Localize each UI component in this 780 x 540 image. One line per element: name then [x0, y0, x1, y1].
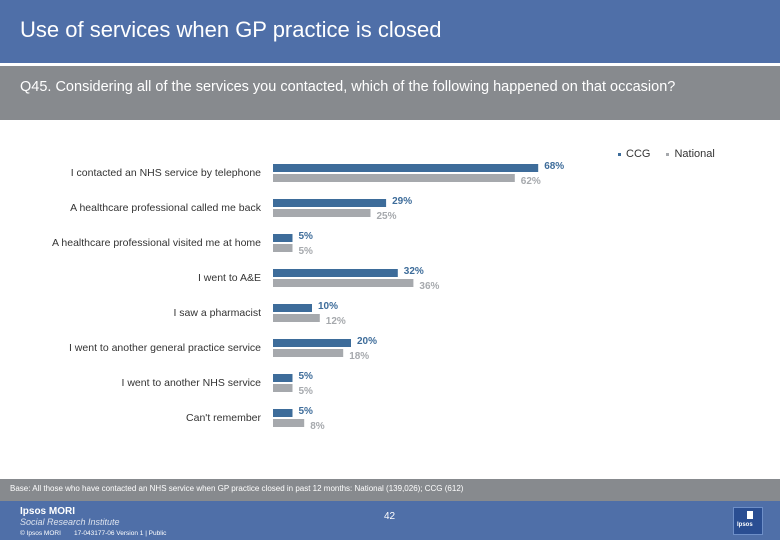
bar-chart: I contacted an NHS service by telephone 6… — [52, 161, 564, 432]
bar-ccg-3 — [273, 269, 398, 277]
data-label-national-5: 18% — [349, 351, 369, 362]
bar-ccg-1 — [273, 199, 387, 207]
ipsos-mori-logo-text: Ipsos MORI — [20, 506, 76, 517]
page-number: 42 — [384, 511, 396, 522]
data-label-national-1: 25% — [377, 211, 397, 222]
bar-national-2 — [273, 244, 293, 252]
legend-swatch-national — [666, 152, 670, 156]
legend-swatch-ccg — [618, 152, 621, 156]
data-label-national-3: 36% — [419, 281, 439, 292]
page-title: Use of services when GP practice is clos… — [20, 17, 442, 42]
data-label-ccg-0: 68% — [544, 161, 564, 172]
category-label: I went to A&E — [198, 272, 261, 284]
data-label-national-7: 8% — [310, 421, 325, 432]
category-label: I went to another NHS service — [122, 377, 262, 389]
data-label-ccg-5: 20% — [357, 336, 377, 347]
legend-item-national: National — [666, 148, 715, 160]
header-bar: Use of services when GP practice is clos… — [0, 0, 780, 63]
base-note-band: Base: All those who have contacted an NH… — [0, 479, 780, 501]
bar-national-5 — [273, 349, 344, 357]
bar-ccg-2 — [273, 234, 293, 242]
legend-item-ccg: CCG — [618, 148, 650, 160]
category-label: I saw a pharmacist — [173, 307, 261, 319]
base-note: Base: All those who have contacted an NH… — [10, 484, 464, 493]
question-band: Q45. Considering all of the services you… — [0, 66, 780, 120]
data-label-ccg-4: 10% — [318, 301, 338, 312]
bar-ccg-0 — [273, 164, 539, 172]
category-label: I went to another general practice servi… — [69, 342, 261, 354]
bar-ccg-6 — [273, 374, 293, 382]
bar-ccg-7 — [273, 409, 293, 417]
copyright-text: © Ipsos MORI — [20, 530, 61, 537]
category-label: Can't remember — [186, 412, 261, 424]
data-label-national-4: 12% — [326, 316, 346, 327]
category-label: I contacted an NHS service by telephone — [71, 167, 261, 179]
bar-national-0 — [273, 174, 515, 182]
bar-national-1 — [273, 209, 371, 217]
legend-label-ccg: CCG — [626, 148, 651, 160]
data-label-ccg-6: 5% — [299, 371, 314, 382]
chart-legend: CCG National — [618, 148, 715, 160]
bar-national-3 — [273, 279, 414, 287]
data-label-national-2: 5% — [299, 246, 314, 257]
data-label-ccg-3: 32% — [404, 266, 424, 277]
bar-ccg-4 — [273, 304, 312, 312]
bar-national-4 — [273, 314, 320, 322]
data-label-national-6: 5% — [299, 386, 314, 397]
bar-national-7 — [273, 419, 305, 427]
job-number-text: 17-043177-06 Version 1 | Public — [74, 530, 167, 537]
footer-bar: Ipsos MORI Social Research Institute © I… — [0, 501, 780, 540]
bar-national-6 — [273, 384, 293, 392]
data-label-ccg-2: 5% — [299, 231, 314, 242]
bar-ccg-5 — [273, 339, 351, 347]
category-label: A healthcare professional called me back — [70, 202, 262, 214]
ipsos-logo-icon: Ipsos — [733, 507, 763, 535]
social-research-institute-text: Social Research Institute — [20, 517, 120, 527]
category-label: A healthcare professional visited me at … — [52, 237, 261, 249]
data-label-national-0: 62% — [521, 176, 541, 187]
legend-label-national: National — [674, 148, 715, 160]
data-label-ccg-7: 5% — [299, 406, 314, 417]
ipsos-logo-label: Ipsos — [737, 522, 753, 528]
data-label-ccg-1: 29% — [392, 196, 412, 207]
question-text: Q45. Considering all of the services you… — [20, 79, 676, 95]
ipsos-logo-mark — [747, 511, 753, 519]
